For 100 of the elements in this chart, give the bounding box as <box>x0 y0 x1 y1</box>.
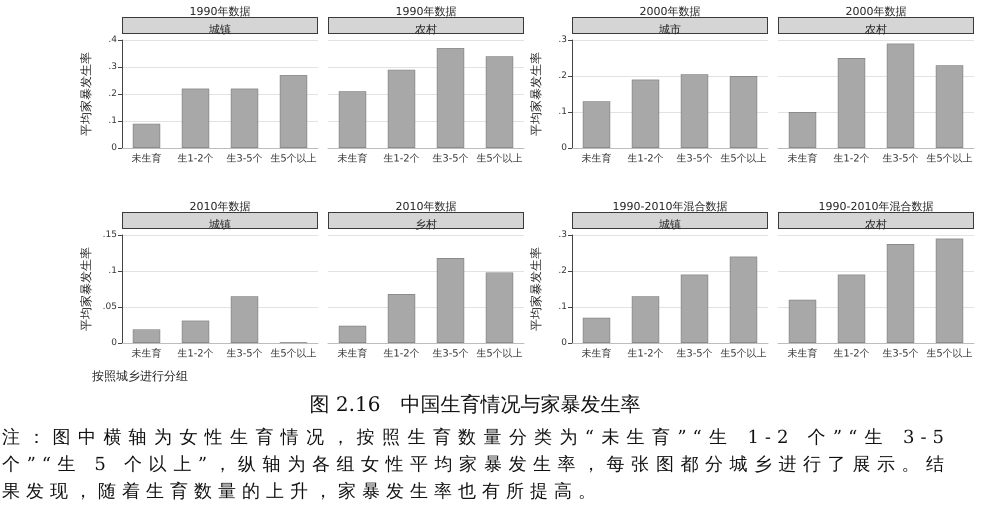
bar <box>838 58 866 148</box>
x-tick-label: 生3-5个 <box>432 152 469 164</box>
x-tick-label: 生5个以上 <box>926 152 973 164</box>
x-tick-label: 未生育 <box>338 348 368 360</box>
x-tick-label: 生3-5个 <box>882 348 919 360</box>
bar <box>338 326 366 343</box>
y-tick-label: .4 <box>108 35 118 45</box>
bar <box>582 101 610 148</box>
x-tick-label: 未生育 <box>132 348 162 360</box>
chart-title: 1990年数据 <box>190 5 250 18</box>
x-tick-label: 生1-2个 <box>833 348 870 360</box>
y-tick-label: .1 <box>108 116 117 126</box>
x-tick-label: 生1-2个 <box>627 348 664 360</box>
x-tick-label: 未生育 <box>788 152 818 164</box>
bar <box>132 124 160 148</box>
x-tick-label: 未生育 <box>582 152 612 164</box>
bar <box>680 274 708 343</box>
x-tick-label: 生3-5个 <box>882 152 919 164</box>
x-tick-label: 未生育 <box>132 152 162 164</box>
chart-subtitle: 城市 <box>659 23 681 36</box>
y-tick-label: .1 <box>108 266 117 276</box>
chart-subtitle: 城镇 <box>659 218 681 231</box>
y-tick-label: .1 <box>558 302 567 312</box>
text: 注：图中横轴为女性生育情况，按照生育数量分类为“未生育”“生 1-2 个”“生 3-5 个”“生 5 个以上”，纵轴为各组女性平均家暴发生率，每张图都分城乡进行了展示。结果发现，随着生育数量的上升，家暴发生率也有所提高。 <box>2 426 950 504</box>
y-tick-label: 0 <box>111 143 118 153</box>
bar <box>338 91 366 148</box>
y-tick-label: .15 <box>102 230 117 240</box>
x-tick-label: 生5个以上 <box>476 152 523 164</box>
text: 按照城乡进行分组 <box>92 369 188 383</box>
y-tick-label: 0 <box>561 338 568 348</box>
bar <box>230 88 258 148</box>
bar <box>632 296 660 343</box>
y-tick-label: .2 <box>558 266 567 276</box>
x-tick-label: 生1-2个 <box>627 152 664 164</box>
y-tick-label: 0 <box>561 143 568 153</box>
x-tick-label: 未生育 <box>582 348 612 360</box>
bar <box>436 258 464 343</box>
chart-title: 1990-2010年混合数据 <box>612 200 728 213</box>
bar <box>838 274 866 343</box>
x-tick-label: 生3-5个 <box>676 152 713 164</box>
y-tick-label: .2 <box>108 89 117 99</box>
chart-subtitle: 农村 <box>865 218 887 231</box>
bar <box>886 244 914 343</box>
x-tick-label: 生3-5个 <box>226 152 263 164</box>
chart-title: 1990年数据 <box>396 5 456 18</box>
chart-subtitle: 城镇 <box>209 23 231 36</box>
x-tick-label: 生5个以上 <box>720 152 767 164</box>
x-tick-label: 生1-2个 <box>177 348 214 360</box>
x-tick-label: 生3-5个 <box>226 348 263 360</box>
bar <box>632 80 660 148</box>
x-tick-label: 生5个以上 <box>720 348 767 360</box>
y-axis-title: 平均家暴发生率 <box>78 247 93 331</box>
x-tick-label: 未生育 <box>338 152 368 164</box>
text: 图 2.16 中国生育情况与家暴发生率 <box>310 392 640 416</box>
x-tick-label: 生3-5个 <box>432 348 469 360</box>
x-tick-label: 生1-2个 <box>177 152 214 164</box>
y-tick-label: .3 <box>558 35 567 45</box>
bar <box>582 318 610 343</box>
y-axis-title: 平均家暴发生率 <box>79 52 93 136</box>
x-tick-label: 生1-2个 <box>833 152 870 164</box>
bar <box>936 238 964 343</box>
bar <box>182 88 210 148</box>
chart-subtitle: 农村 <box>415 23 437 36</box>
y-tick-label: .2 <box>558 71 567 81</box>
y-tick-label: 0 <box>111 338 118 348</box>
x-tick-label: 未生育 <box>788 348 818 360</box>
bar <box>388 294 416 343</box>
bar <box>730 256 758 343</box>
bar <box>230 296 258 343</box>
chart-title: 2010年数据 <box>396 200 456 213</box>
chart-title: 2000年数据 <box>640 5 700 18</box>
bar <box>182 320 210 343</box>
x-tick-label: 生5个以上 <box>270 152 317 164</box>
y-axis-title: 平均家暴发生率 <box>529 52 543 136</box>
y-tick-label: .05 <box>102 302 117 312</box>
chart-title: 2000年数据 <box>846 5 906 18</box>
x-tick-label: 生5个以上 <box>476 348 523 360</box>
y-tick-label: .3 <box>108 62 117 72</box>
bar <box>280 75 308 148</box>
chart-subtitle: 城镇 <box>209 218 231 231</box>
x-tick-label: 生1-2个 <box>383 152 420 164</box>
bar <box>788 112 816 148</box>
bar <box>132 329 160 343</box>
chart-subtitle: 农村 <box>865 23 887 36</box>
y-axis-title: 平均家暴发生率 <box>529 247 543 331</box>
x-tick-label: 生3-5个 <box>676 348 713 360</box>
bar <box>680 74 708 148</box>
y-tick-label: .3 <box>558 230 567 240</box>
x-tick-label: 生5个以上 <box>270 348 317 360</box>
bar <box>936 65 964 148</box>
bar <box>388 70 416 148</box>
y-tick-label: .1 <box>558 107 567 117</box>
bar <box>436 48 464 148</box>
x-tick-label: 生1-2个 <box>383 348 420 360</box>
bar <box>788 300 816 343</box>
bar <box>730 76 758 148</box>
chart-title: 1990-2010年混合数据 <box>818 200 934 213</box>
x-tick-label: 生5个以上 <box>926 348 973 360</box>
chart-subtitle: 乡村 <box>415 218 437 231</box>
bar <box>486 272 514 343</box>
